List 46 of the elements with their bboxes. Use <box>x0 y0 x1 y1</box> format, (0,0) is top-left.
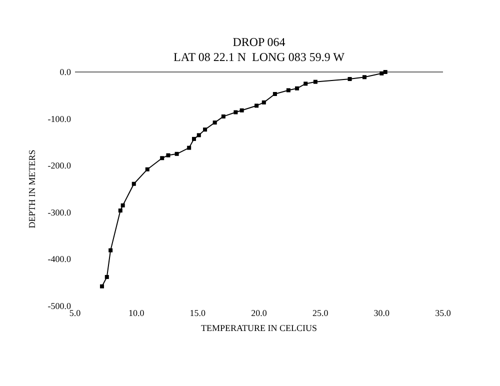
x-tick-label: 30.0 <box>374 308 390 318</box>
x-tick-label: 25.0 <box>312 308 329 318</box>
chart-title: DROP 064 <box>232 35 286 49</box>
point <box>362 75 366 80</box>
point <box>295 86 300 90</box>
y-tick-label: -300.0 <box>48 207 72 218</box>
y-tick-label: -500.0 <box>48 301 72 311</box>
point <box>166 153 170 158</box>
x-axis-title: TEMPERATURE IN CELCIUS <box>200 323 318 333</box>
y-tick-label: -200.0 <box>48 160 72 171</box>
point <box>104 274 109 279</box>
y-axis-title: DEPTH IN METERS <box>27 150 37 228</box>
y-tick-label: -100.0 <box>48 114 72 124</box>
x-tick-label: 5.0 <box>69 308 82 318</box>
point <box>108 248 113 252</box>
point <box>383 70 388 74</box>
point <box>240 108 244 112</box>
point <box>100 284 104 288</box>
x-tick-label: 10.0 <box>128 308 145 318</box>
chart-subtitle: LAT 08 22.1 N LONG 083 59.9 W <box>174 50 346 64</box>
point <box>196 133 201 138</box>
point <box>234 110 238 114</box>
point <box>380 71 384 76</box>
point <box>203 128 208 132</box>
point <box>254 104 259 108</box>
point <box>174 152 179 156</box>
point <box>160 156 164 160</box>
x-tick-label: 15.0 <box>190 308 206 318</box>
y-tick-label: -400.0 <box>48 254 72 264</box>
point <box>262 100 266 104</box>
point <box>272 92 277 96</box>
point <box>192 136 196 141</box>
point <box>132 182 136 186</box>
point <box>221 114 226 118</box>
point <box>304 82 308 86</box>
x-tick-label: 35.0 <box>435 308 452 318</box>
point <box>187 146 192 150</box>
point <box>118 208 122 213</box>
point <box>348 77 352 82</box>
x-tick-label: 20.0 <box>251 308 268 318</box>
y-tick-label: 0.0 <box>60 67 72 77</box>
point <box>313 80 318 84</box>
point <box>212 120 217 125</box>
point <box>120 203 125 208</box>
point <box>286 88 290 92</box>
point <box>145 167 150 172</box>
